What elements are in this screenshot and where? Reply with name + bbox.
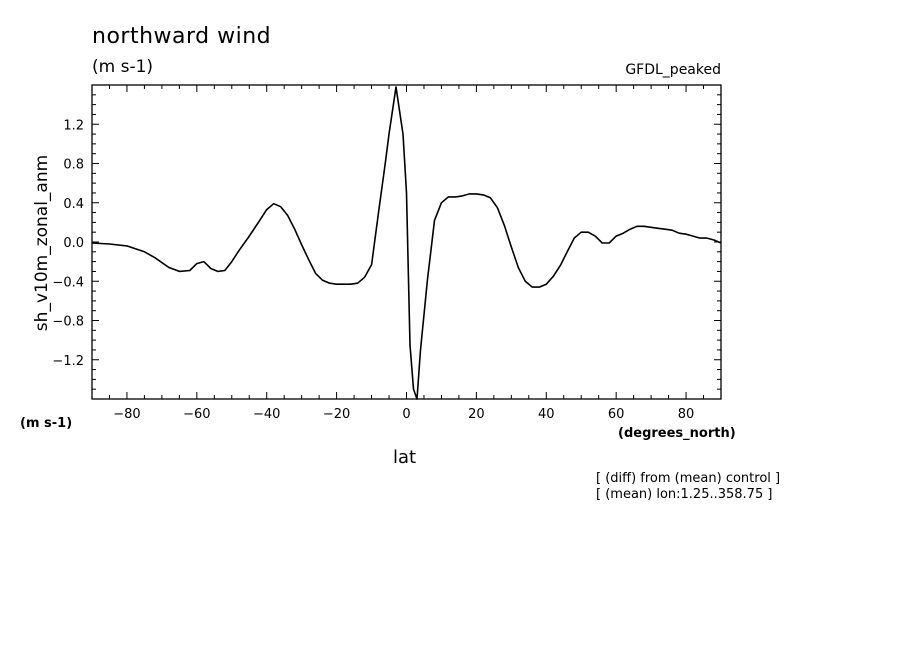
tick-labels: −80 −60 −40 −20 0 20 40 60 80 −1.2 −0.8 −0.4 0.0 0.4 0…	[52, 118, 694, 422]
x-tick-label: −20	[323, 407, 350, 422]
x-axis-label: lat	[393, 447, 417, 468]
x-tick-label: −40	[253, 407, 280, 422]
y-tick-label: 0.8	[63, 158, 84, 173]
x-tick-label: −60	[183, 407, 210, 422]
axis-ticks	[91, 84, 722, 400]
chart-title: northward wind	[92, 24, 272, 49]
model-name: GFDL_peaked	[625, 62, 721, 78]
diff-note: [ (diff) from (mean) control ]	[596, 471, 781, 486]
x-tick-label: 20	[468, 407, 485, 422]
y-tick-label: 0.4	[63, 197, 84, 212]
x-tick-label: 60	[608, 407, 625, 422]
y-tick-label: −1.2	[52, 354, 84, 369]
x-tick-label: 40	[538, 407, 555, 422]
x-tick-label: 0	[402, 407, 410, 422]
chart-units: (m s-1)	[92, 57, 154, 77]
y-tick-label: 1.2	[63, 118, 84, 133]
mean-note: [ (mean) lon:1.25..358.75 ]	[596, 487, 773, 502]
plot-frame	[91, 84, 722, 400]
x-tick-label: 80	[678, 407, 695, 422]
x-axis-units: (degrees_north)	[618, 426, 736, 441]
series-line	[91, 86, 722, 400]
y-tick-label: −0.4	[52, 275, 84, 290]
y-tick-label: 0.0	[63, 236, 84, 251]
x-tick-label: −80	[113, 407, 140, 422]
y-tick-label: −0.8	[52, 315, 84, 330]
y-axis-units: (m s-1)	[20, 416, 73, 431]
